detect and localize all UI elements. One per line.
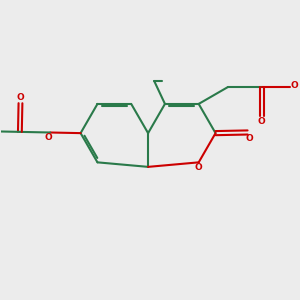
Text: O: O xyxy=(245,134,253,143)
Text: O: O xyxy=(45,133,53,142)
Text: O: O xyxy=(291,81,298,90)
Text: O: O xyxy=(258,116,266,125)
Text: O: O xyxy=(195,163,203,172)
Text: O: O xyxy=(16,93,24,102)
